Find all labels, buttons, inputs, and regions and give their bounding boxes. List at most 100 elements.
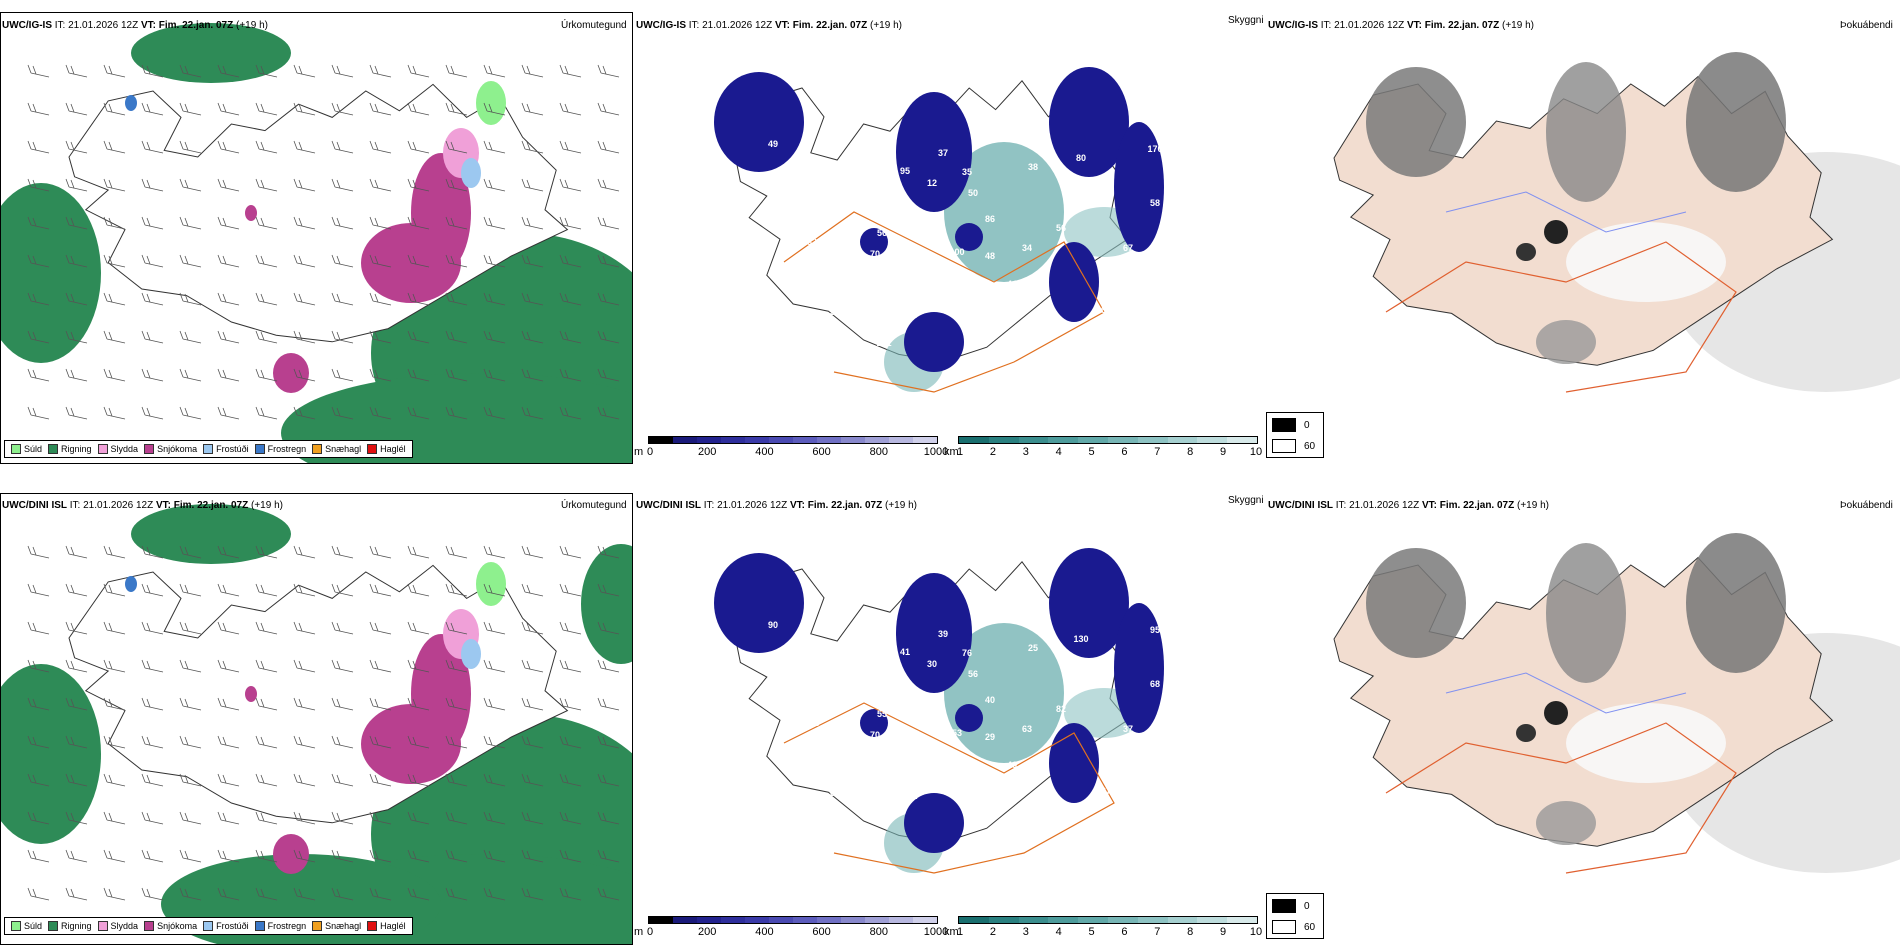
drizzle-area: [476, 81, 506, 125]
colorbar-cell: [793, 437, 817, 443]
wind-barb: [141, 735, 164, 749]
wind-barb: [27, 406, 50, 420]
wind-barb: [27, 583, 50, 597]
summit-elevation-label: 30: [927, 659, 937, 669]
wind-barb: [597, 368, 620, 382]
road-network: [783, 702, 1115, 874]
wind-barb: [179, 887, 202, 901]
wind-barb: [179, 64, 202, 78]
fog-index-area: [1566, 703, 1726, 783]
wind-barb: [331, 102, 354, 116]
wind-barb: [407, 292, 430, 306]
wind-barb: [521, 330, 544, 344]
summit-elevation-label: 37: [938, 148, 948, 158]
colorbar-cell: [1018, 437, 1049, 443]
legend-item: Snæhagl: [312, 444, 361, 454]
wind-barb: [255, 292, 278, 306]
wind-barb: [217, 102, 240, 116]
wind-barb: [521, 292, 544, 306]
mountain-summit-area: [1049, 723, 1099, 803]
wind-barb: [483, 368, 506, 382]
wind-barb: [141, 583, 164, 597]
colorbar-cell: [745, 917, 769, 923]
wind-barb: [103, 254, 126, 268]
colorbar-cell: [913, 917, 937, 923]
colorbar-cell: [1227, 437, 1257, 443]
wind-barb: [27, 773, 50, 787]
panel-header: UWC/IG-IS IT: 21.01.2026 12Z VT: Fim. 22…: [1268, 20, 1534, 31]
wind-barb: [559, 292, 582, 306]
summit-elevation-label: 70: [870, 249, 880, 259]
wind-barb: [597, 178, 620, 192]
wind-barb: [141, 292, 164, 306]
summit-elevation-label: 28: [961, 758, 971, 768]
summit-elevation-label: 50: [825, 568, 835, 578]
freezing-drizzle-area: [461, 639, 481, 669]
wind-barb: [293, 659, 316, 673]
legend-swatch: [203, 921, 214, 931]
wind-barb: [483, 621, 506, 635]
wind-barb: [483, 735, 506, 749]
wind-barb: [483, 811, 506, 825]
summit-elevation-label: 53: [855, 194, 865, 204]
wind-barb: [141, 64, 164, 78]
wind-barb: [65, 102, 88, 116]
wind-barb: [331, 811, 354, 825]
legend-label: Snæhagl: [325, 444, 362, 454]
wind-barb: [483, 697, 506, 711]
summit-elevation-label: 122: [906, 248, 921, 258]
wind-barb: [369, 545, 392, 559]
colorbar-tick: 400: [755, 926, 774, 938]
colorbar-cell: [1197, 917, 1228, 923]
wind-barb: [103, 811, 126, 825]
wind-barb: [445, 330, 468, 344]
wind-barb: [369, 887, 392, 901]
panel-title-precip: Úrkomutegund: [561, 500, 627, 511]
wind-barb: [179, 659, 202, 673]
wind-barb: [369, 659, 392, 673]
legend-swatch: [144, 444, 155, 454]
summit-elevation-label: 86: [985, 214, 995, 224]
colorbar-tick: 10: [1249, 446, 1263, 458]
wind-barb: [445, 583, 468, 597]
colorbar-cell: [769, 437, 793, 443]
wind-barb: [103, 368, 126, 382]
wind-barb: [597, 254, 620, 268]
wind-barb: [483, 216, 506, 230]
wind-barb: [521, 140, 544, 154]
rain-area: [1, 664, 101, 844]
colorbar-cell: [1167, 917, 1198, 923]
summit-elevation-label: 74: [807, 271, 817, 281]
wind-barb: [331, 697, 354, 711]
wind-barb: [293, 621, 316, 635]
summit-elevation-label: 43: [818, 655, 828, 665]
wind-barb: [217, 406, 240, 420]
wind-barb: [27, 659, 50, 673]
colorbar-tick: 600: [812, 926, 831, 938]
panel-title-fog: Þokuábendi: [1840, 500, 1893, 511]
mountain-summit-area: [896, 92, 972, 212]
colorbar-tick: 200: [698, 446, 717, 458]
wind-barb: [293, 583, 316, 597]
summit-elevation-label: 31: [830, 307, 840, 317]
legend-item: Snjókoma: [144, 444, 197, 454]
summit-elevation-label: 58: [1150, 198, 1160, 208]
wind-barb: [483, 773, 506, 787]
summit-elevation-label: 64: [1007, 612, 1017, 622]
wind-barb: [407, 178, 430, 192]
colorbar-cell: [1107, 437, 1138, 443]
wind-barb: [141, 406, 164, 420]
summit-elevation-label: 53: [1076, 673, 1086, 683]
wind-barb: [369, 406, 392, 420]
wind-barb: [179, 330, 202, 344]
mountain-summit-area: [904, 312, 964, 372]
wind-barb: [369, 216, 392, 230]
fog-index-legend: 0 60: [1266, 893, 1324, 939]
wind-barb: [445, 621, 468, 635]
fog-index-area: [1536, 801, 1596, 845]
wind-barb: [255, 773, 278, 787]
colorbar-tick: 1000: [923, 446, 949, 458]
colorbar-cell: [865, 917, 889, 923]
wind-barb: [369, 811, 392, 825]
mountain-summit-area: [860, 228, 888, 256]
